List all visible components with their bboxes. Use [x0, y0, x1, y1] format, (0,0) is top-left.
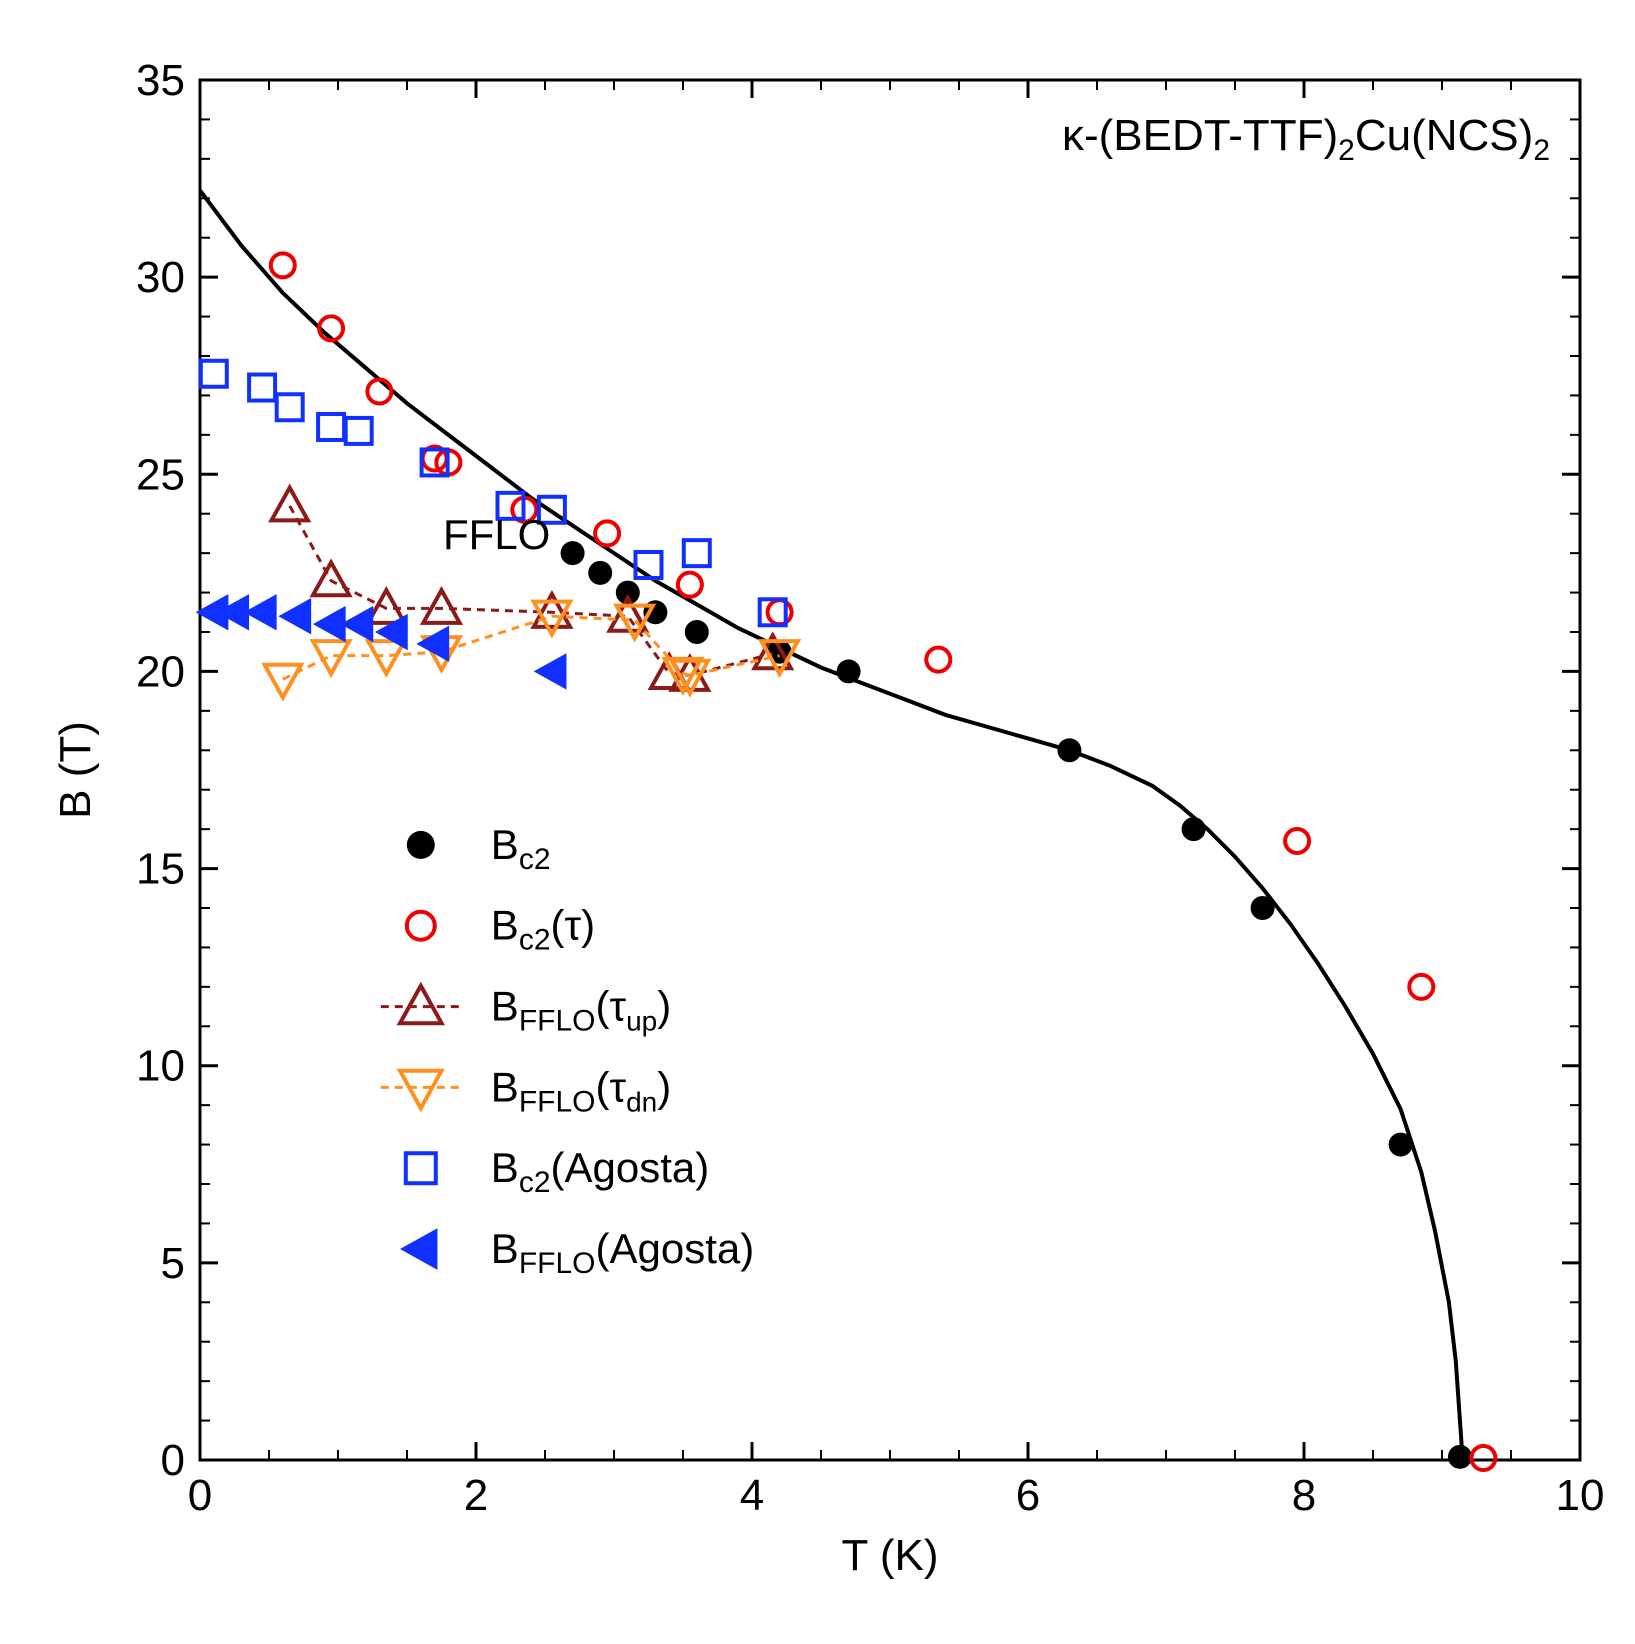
x-tick-label: 10 — [1556, 1471, 1605, 1520]
x-tick-label: 4 — [740, 1471, 764, 1520]
x-tick-label: 0 — [188, 1471, 212, 1520]
y-tick-label: 20 — [136, 647, 185, 696]
phase-diagram-chart: 0 2 4 6 8 10 0 5 10 15 20 25 30 35 T (K) B (T) κ-(BEDT-T… — [20, 20, 1635, 1624]
legend-label: BFFLO(Agosta) — [491, 1225, 754, 1280]
fflo-label: FFLO — [443, 511, 550, 558]
legend-label: Bc2 — [491, 821, 551, 876]
chart-title: κ-(BEDT-TTF)2Cu(NCS)2 — [1062, 111, 1550, 167]
y-tick-label: 10 — [136, 1042, 185, 1091]
x-tick-label: 6 — [1016, 1471, 1040, 1520]
y-tick-label: 25 — [136, 450, 185, 499]
bc2-curve — [200, 190, 1463, 1460]
x-tick-label: 8 — [1292, 1471, 1316, 1520]
x-tick-label: 2 — [464, 1471, 488, 1520]
y-axis-label: B (T) — [51, 721, 100, 819]
legend-row-BFFLO_tau_dn: BFFLO(τdn) — [381, 1063, 671, 1118]
chart-svg: 0 2 4 6 8 10 0 5 10 15 20 25 30 35 T (K) B (T) κ-(BEDT-T… — [20, 20, 1635, 1624]
legend-row-Bc2_tau: Bc2(τ) — [407, 902, 595, 957]
y-tick-label: 30 — [136, 253, 185, 302]
series-Bc2_tau — [271, 253, 1496, 1470]
legend-row-BFFLO_Agosta: BFFLO(Agosta) — [400, 1225, 754, 1280]
legend-label: Bc2(Agosta) — [491, 1144, 709, 1199]
legend-row-Bc2: Bc2 — [407, 821, 551, 876]
x-axis-label: T (K) — [842, 1531, 939, 1580]
legend-label: Bc2(τ) — [491, 902, 595, 957]
legend-label: BFFLO(τup) — [491, 983, 671, 1038]
legend-row-BFFLO_tau_up: BFFLO(τup) — [381, 983, 671, 1038]
y-tick-label: 35 — [136, 56, 185, 105]
y-tick-label: 5 — [161, 1239, 185, 1288]
y-tick-label: 0 — [161, 1436, 185, 1485]
y-tick-label: 15 — [136, 845, 185, 894]
legend-label: BFFLO(τdn) — [491, 1063, 671, 1118]
plot-border — [200, 80, 1580, 1460]
legend-row-Bc2_Agosta: Bc2(Agosta) — [406, 1144, 709, 1199]
